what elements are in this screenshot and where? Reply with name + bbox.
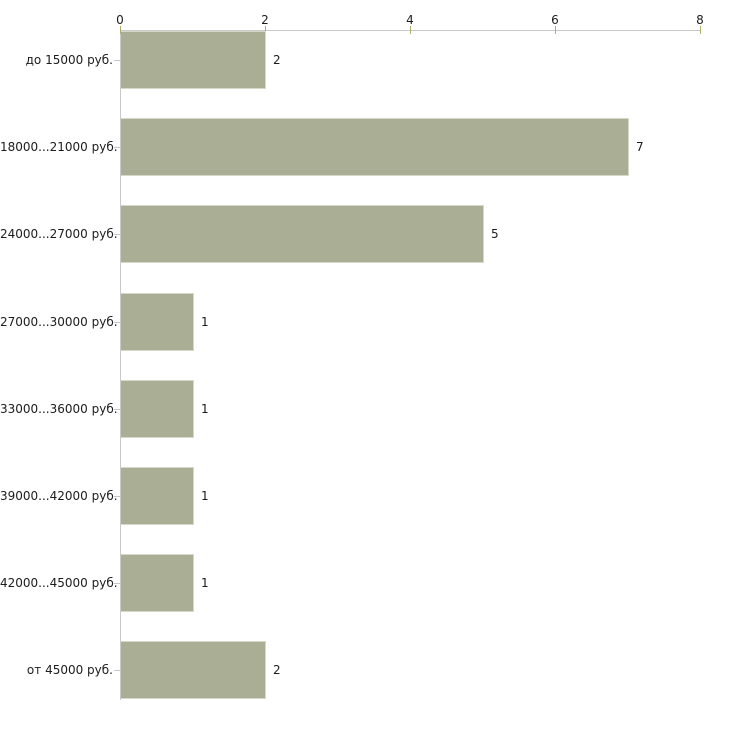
bar <box>121 31 266 89</box>
bar <box>121 554 194 612</box>
bar <box>121 205 484 263</box>
category-label: 33000...36000 руб. <box>0 402 118 416</box>
bar <box>121 380 194 438</box>
category-label: 42000...45000 руб. <box>0 576 118 590</box>
x-tick-label: 4 <box>406 13 414 27</box>
category-label: 27000...30000 руб. <box>0 315 118 329</box>
x-tick-label: 0 <box>116 13 124 27</box>
category-label: 18000...21000 руб. <box>0 140 118 154</box>
value-label: 5 <box>491 227 499 241</box>
value-label: 1 <box>201 402 209 416</box>
bar <box>121 293 194 351</box>
category-label: 39000...42000 руб. <box>0 489 118 503</box>
value-label: 1 <box>201 576 209 590</box>
category-tick-mark <box>114 583 120 584</box>
x-tick-mark <box>265 26 266 34</box>
bar <box>121 118 629 176</box>
x-tick-mark <box>120 26 121 34</box>
category-label: до 15000 руб. <box>25 53 113 67</box>
x-tick-label: 6 <box>551 13 559 27</box>
category-tick-mark <box>114 670 120 671</box>
category-tick-mark <box>114 322 120 323</box>
y-axis-line <box>120 30 121 700</box>
value-label: 7 <box>636 140 644 154</box>
category-tick-mark <box>114 147 120 148</box>
value-label: 2 <box>273 53 281 67</box>
x-tick-label: 2 <box>261 13 269 27</box>
value-label: 1 <box>201 315 209 329</box>
bar <box>121 467 194 525</box>
x-tick-label: 8 <box>696 13 704 27</box>
x-tick-mark <box>700 26 701 34</box>
category-label: от 45000 руб. <box>26 663 113 677</box>
category-tick-mark <box>114 60 120 61</box>
x-tick-mark <box>410 26 411 34</box>
value-label: 1 <box>201 489 209 503</box>
category-label: 24000...27000 руб. <box>0 227 118 241</box>
x-tick-mark <box>555 26 556 34</box>
category-tick-mark <box>114 234 120 235</box>
category-tick-mark <box>114 409 120 410</box>
category-tick-mark <box>114 496 120 497</box>
bar <box>121 641 266 699</box>
value-label: 2 <box>273 663 281 677</box>
